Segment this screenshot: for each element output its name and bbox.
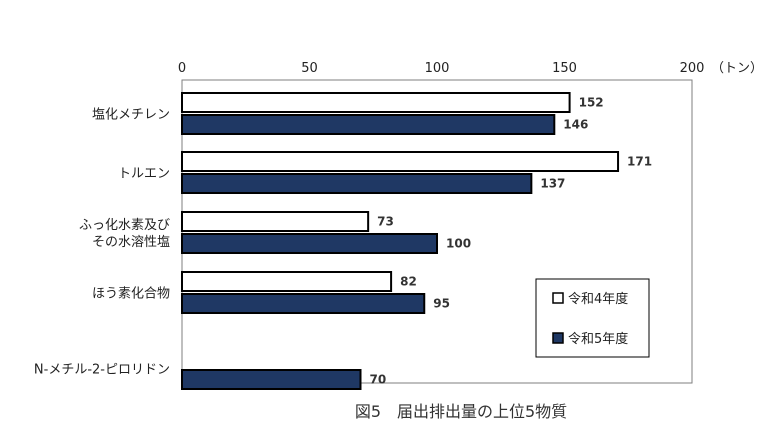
legend-swatch (552, 332, 564, 344)
bar-reiwa4 (181, 151, 620, 172)
category-label: その水溶性塩 (92, 235, 170, 250)
data-value-label: 137 (540, 177, 565, 191)
category-label: ふっ化水素及び (79, 218, 170, 233)
category-label: 塩化メチレン (92, 108, 170, 123)
chart-caption: 図5 届出排出量の上位5物質 (355, 402, 567, 421)
x-tick-label: 0 (178, 61, 186, 76)
category-label: ほう素化合物 (92, 287, 170, 302)
bar-reiwa4 (181, 271, 393, 292)
data-value-label: 82 (400, 275, 417, 289)
data-value-label: 95 (433, 297, 450, 311)
bar-reiwa4 (181, 211, 370, 232)
data-value-label: 73 (377, 215, 394, 229)
bar-reiwa5 (181, 173, 533, 194)
x-tick-label: 150 (552, 61, 577, 76)
bar-reiwa5 (181, 233, 438, 254)
legend-box (535, 278, 650, 358)
data-value-label: 70 (370, 373, 387, 387)
legend-label: 令和4年度 (568, 291, 628, 307)
data-value-label: 146 (563, 118, 588, 132)
x-tick-label: 50 (301, 61, 318, 76)
category-label: N-メチル-2-ピロリドン (34, 363, 170, 378)
bar-reiwa5 (181, 114, 556, 135)
legend-swatch (552, 292, 564, 304)
data-value-label: 100 (446, 237, 471, 251)
bar-reiwa5 (181, 369, 362, 390)
legend-label: 令和5年度 (568, 331, 628, 347)
data-value-label: 171 (627, 155, 652, 169)
category-label: トルエン (118, 167, 170, 182)
x-tick-label: 200 (680, 61, 705, 76)
x-tick-label: 100 (425, 61, 450, 76)
bar-reiwa5 (181, 293, 426, 314)
data-value-label: 152 (579, 96, 604, 110)
x-axis-unit-label: （トン） (711, 61, 763, 76)
bar-reiwa4 (181, 92, 571, 113)
